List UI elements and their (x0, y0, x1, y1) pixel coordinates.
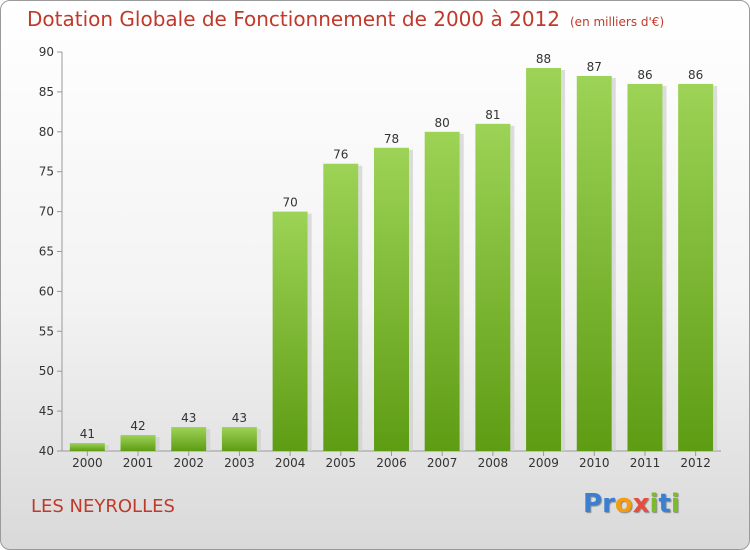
bar (475, 123, 511, 451)
logo-letter: x (632, 489, 650, 519)
bar-shadow (662, 85, 667, 452)
x-tick-label: 2000 (72, 456, 103, 470)
bar-shadow (104, 445, 109, 451)
logo-letter: t (658, 489, 671, 519)
bar-shadow (459, 133, 464, 452)
bar-value-label: 41 (80, 427, 95, 441)
x-tick-label: 2006 (376, 456, 407, 470)
x-tick-label: 2011 (630, 456, 661, 470)
title-text: Dotation Globale de Fonctionnement de 20… (27, 7, 560, 31)
chart-subtitle: (en milliers d'€) (570, 15, 665, 29)
logo-letter: r (602, 489, 615, 519)
bar-shadow (713, 85, 718, 452)
y-tick-label: 65 (39, 245, 54, 259)
bar-value-label: 88 (536, 52, 551, 66)
y-tick-label: 80 (39, 125, 54, 139)
bar-value-label: 81 (485, 108, 500, 122)
bar-shadow (307, 213, 312, 451)
bar-shadow (358, 165, 363, 451)
x-tick-label: 2005 (326, 456, 357, 470)
bar-shadow (510, 125, 515, 451)
bar-value-label: 70 (282, 196, 297, 210)
bar-shadow (256, 429, 261, 451)
bar (576, 75, 612, 451)
logo-letter: i (670, 489, 680, 519)
bar-shadow (409, 149, 413, 451)
y-tick-label: 85 (39, 85, 54, 99)
y-tick-label: 75 (39, 165, 54, 179)
bar (120, 435, 156, 451)
x-tick-label: 2007 (427, 456, 458, 470)
bar (272, 211, 308, 451)
y-tick-label: 55 (39, 324, 54, 338)
plot-area: 40 45 50 55 60 65 70 75 80 85 90 41 2000 42 2001 43 2002… (39, 45, 721, 470)
logo-letter: i (649, 489, 659, 519)
bar (424, 131, 460, 452)
bar-value-label: 86 (688, 68, 703, 82)
bar-value-label: 87 (587, 60, 602, 74)
logo-letter: o (614, 489, 633, 519)
bar (678, 83, 714, 452)
bar (374, 147, 409, 451)
y-tick-label: 45 (39, 404, 54, 418)
logo-letter: P (583, 489, 603, 519)
y-tick-label: 50 (39, 364, 54, 378)
y-tick-label: 70 (39, 205, 54, 219)
x-tick-label: 2012 (680, 456, 711, 470)
proxiti-logo: Proxiti (583, 489, 680, 519)
bar (221, 427, 257, 451)
bar-shadow (155, 437, 160, 451)
x-tick-label: 2008 (478, 456, 509, 470)
x-tick-label: 2001 (123, 456, 154, 470)
bar (323, 163, 359, 451)
bar-value-label: 43 (232, 411, 247, 425)
y-tick-label: 90 (39, 45, 54, 59)
bar-shadow (561, 69, 566, 452)
commune-name: LES NEYROLLES (31, 496, 175, 517)
bar (627, 83, 663, 452)
bar-shadow (206, 429, 211, 451)
x-tick-label: 2010 (579, 456, 610, 470)
x-tick-label: 2003 (224, 456, 255, 470)
bar-value-label: 43 (181, 411, 196, 425)
y-tick-label: 60 (39, 284, 54, 298)
bar-value-label: 76 (333, 148, 348, 162)
bar-shadow (611, 77, 616, 451)
bar-value-label: 80 (435, 116, 450, 130)
bar-value-label: 42 (130, 419, 145, 433)
chart-title: Dotation Globale de Fonctionnement de 20… (27, 7, 664, 31)
bar-value-label: 86 (637, 68, 652, 82)
x-tick-label: 2009 (528, 456, 559, 470)
y-tick-label: 40 (39, 444, 54, 458)
x-tick-label: 2002 (173, 456, 204, 470)
bar-value-label: 78 (384, 132, 399, 146)
bar (171, 427, 207, 451)
bar (526, 67, 562, 452)
x-tick-label: 2004 (275, 456, 306, 470)
bar (69, 443, 105, 451)
